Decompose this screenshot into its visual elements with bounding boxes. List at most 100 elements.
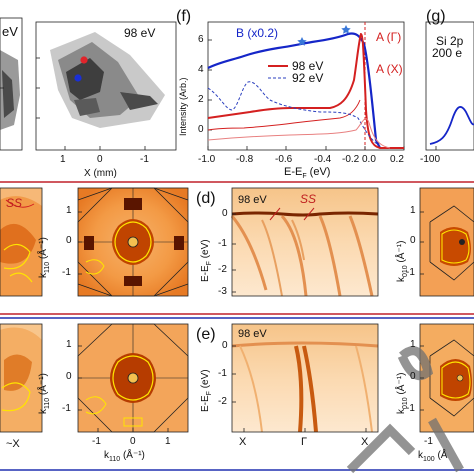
top-left-gray-map-partial — [0, 17, 23, 151]
row2-kmap-xtick-0: 0 — [130, 436, 136, 447]
panel-d-ytick-3: -3 — [218, 286, 227, 297]
row1-kmap-ytick-0: 0 — [66, 235, 72, 246]
panel-g-text-2: 200 e — [432, 46, 463, 60]
row2-kmap-ylabel-sub: 110 — [44, 397, 51, 409]
panel-f-xlabel-main: E-E — [284, 166, 303, 178]
panel-e-ytick-0: 0 — [222, 340, 228, 351]
panel-d-energy: 98 eV — [238, 194, 267, 206]
row2-kmap-xlabel-sub: 110 — [109, 456, 121, 463]
row2-kmap-xlabel-unit: (Å — [120, 450, 133, 461]
panel-f-ytick-2: 2 — [198, 94, 204, 105]
row1-right-ytick-1: 1 — [410, 205, 416, 216]
panel-e-xtick-x-left: X — [239, 436, 247, 448]
star-marker-2 — [341, 25, 351, 34]
panel-f-xtick-0: 0.0 — [362, 154, 376, 165]
panel-f-ytick-6: 6 — [198, 34, 204, 45]
panel-f-ytick-0: 0 — [198, 124, 204, 135]
panel-f-letter: (f) — [176, 8, 192, 25]
row2-kmap-ytick-0: 0 — [66, 371, 72, 382]
row1-kmap-ytick-neg1: -1 — [62, 267, 71, 278]
row2-right-xlabel-sub: 100 — [423, 456, 435, 463]
panel-g-letter: (g) — [426, 8, 446, 25]
panel-e-ylabel-unit: (eV) — [200, 369, 211, 392]
row2-right-kmap-partial — [419, 323, 474, 433]
row2-right-xtick: -1 — [424, 436, 433, 447]
row1-kmap-ylabel: k110 (Å⁻¹) — [38, 237, 51, 278]
row2-right-xlabel: k100 (Å — [418, 450, 447, 463]
row1-right-kmap-partial — [419, 187, 474, 297]
row1-kmap — [77, 187, 189, 297]
panel-f-annotation-a-x: A (X) — [376, 62, 403, 76]
panel-d-ytick-0: 0 — [222, 208, 228, 219]
panel-f-plot — [207, 21, 405, 151]
panel-d-ylabel-unit: (eV) — [200, 239, 211, 262]
row1-kmap-ytick-1: 1 — [66, 205, 72, 216]
panel-e-ylabel: E-EF (eV) — [200, 369, 213, 412]
panel-e-ytick-1: -1 — [218, 368, 227, 379]
gray-map-xlabel: X (mm) — [84, 168, 117, 179]
gray-map-xtick-neg1: -1 — [140, 154, 149, 165]
row2-right-ytick-0: 0 — [410, 371, 416, 382]
row2-left-partial-panel — [0, 323, 43, 433]
row1-right-ytick-0: 0 — [410, 235, 416, 246]
row2-right-xlabel-unit: (Å — [434, 450, 448, 461]
panel-d-letter: (d) — [196, 190, 216, 207]
panel-d-ss-label: SS — [300, 192, 317, 206]
row1-kmap-ylabel-sub: 110 — [44, 261, 51, 273]
row2-kmap-ylabel-unit: (Å — [38, 385, 49, 398]
panel-g-plot — [425, 21, 474, 151]
red-position-marker — [80, 56, 88, 64]
row1-left-ss-label: SS — [6, 196, 23, 210]
row2-kmap-xlabel-main: k — [104, 450, 109, 461]
panel-d-ylabel-main: E-E — [200, 265, 211, 282]
panel-d-ylabel: E-EF (eV) — [200, 239, 213, 282]
panel-f-legend-92ev: 92 eV — [292, 71, 324, 85]
top-left-energy-label: eV — [2, 24, 18, 39]
top-gray-map-98ev — [35, 21, 177, 151]
row2-kmap-xtick-neg1: -1 — [92, 436, 101, 447]
panel-f-xtick-02: 0.2 — [390, 154, 404, 165]
panel-f-xtick-neg06: -0.6 — [275, 154, 293, 165]
gray-map-xtick-0: 0 — [97, 154, 103, 165]
row2-right-ylabel-unit: (Å — [396, 384, 407, 398]
panel-e-ylabel-main: E-E — [200, 395, 211, 412]
panel-f-annotation-b: B (x0.2) — [236, 26, 279, 40]
row2-kmap-ytick-1: 1 — [66, 339, 72, 350]
panel-d-ylabel-sub: F — [206, 261, 213, 266]
row2-right-ytick-1: 1 — [410, 339, 416, 350]
row1-right-ytick-neg1: -1 — [406, 267, 415, 278]
row2-kmap-ylabel: k110 (Å⁻¹) — [38, 373, 51, 414]
panel-e-ylabel-sub: F — [206, 391, 213, 396]
panel-f-ytick-4: 4 — [198, 64, 204, 75]
gray-map-axis-ticks — [0, 57, 146, 150]
panel-f-annotation-a-gamma: A (Γ) — [376, 30, 402, 44]
row2-kmap-ytick-neg1: -1 — [62, 403, 71, 414]
panel-f-xlabel: E-EF (eV) — [284, 166, 330, 180]
panel-g-xtick: -100 — [420, 154, 441, 165]
panel-f-xtick-neg02: -0.2 — [342, 154, 360, 165]
panel-e-energy: 98 eV — [238, 328, 267, 340]
panel-e-xtick-x-right: X — [361, 436, 369, 448]
panel-d-ytick-1: -1 — [218, 238, 227, 249]
panel-e-band-map — [231, 323, 379, 433]
panel-f-legend-98ev: 98 eV — [292, 59, 324, 73]
panel-f-xtick-neg1: -1.0 — [198, 154, 216, 165]
row-panel-ticks — [78, 211, 424, 432]
row1-left-partial-panel — [0, 187, 43, 297]
row2-kmap-xtick-1: 1 — [165, 436, 171, 447]
gray-map-energy-label: 98 eV — [124, 26, 156, 40]
blue-position-marker — [74, 74, 82, 82]
row2-kmap-xlabel: k110 (Å⁻¹) — [104, 450, 145, 463]
bottom-left-xtick: ~X — [6, 438, 20, 450]
row2-right-xlabel-main: k — [418, 450, 423, 461]
panel-f-xtick-neg08: -0.8 — [236, 154, 254, 165]
panel-e-xtick-gamma: Γ — [301, 436, 308, 448]
watermark-strokes — [346, 346, 464, 474]
star-marker-1 — [297, 37, 307, 46]
row2-kmap — [77, 323, 189, 433]
row1-right-ylabel-unit: (Å — [396, 252, 407, 266]
panel-f-xtick-neg04: -0.4 — [314, 154, 332, 165]
gray-map-xtick-1: 1 — [60, 154, 66, 165]
panel-f-ylabel: Intensity (Arb.) — [178, 77, 188, 136]
